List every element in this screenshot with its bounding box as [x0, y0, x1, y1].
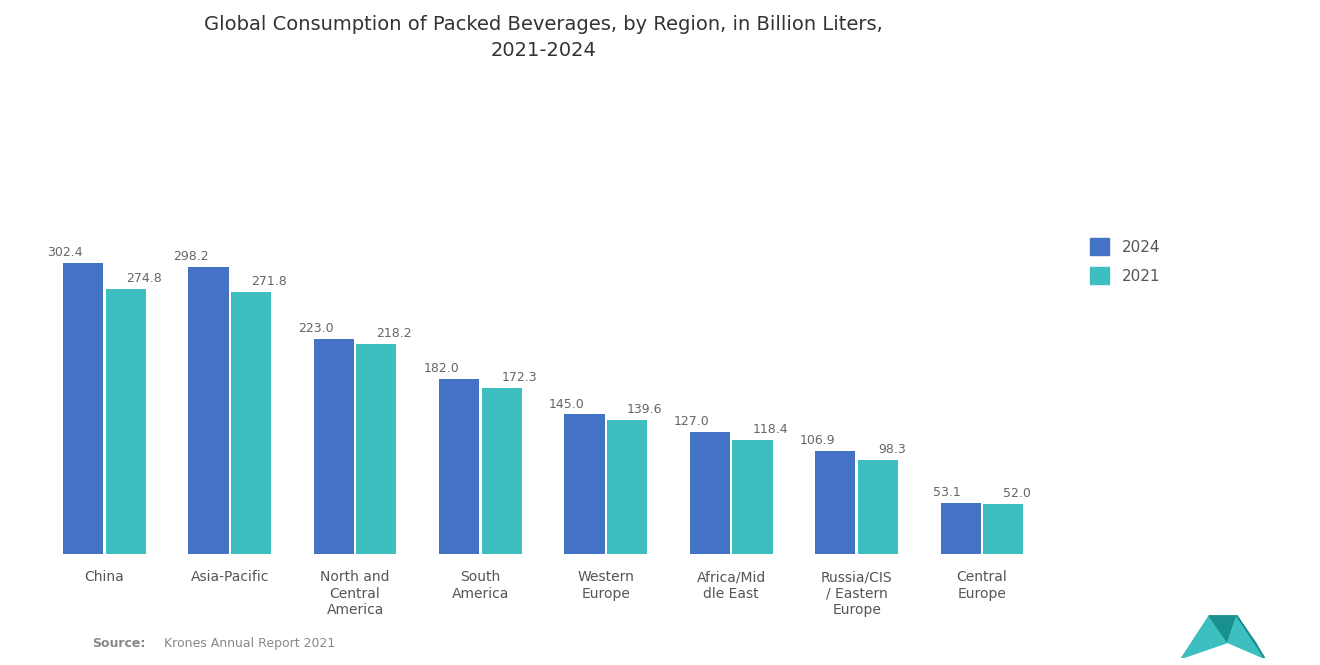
Bar — [482, 388, 521, 555]
Text: Source:: Source: — [92, 637, 145, 650]
Text: 271.8: 271.8 — [251, 275, 286, 288]
Text: 172.3: 172.3 — [502, 371, 537, 384]
Text: 223.0: 223.0 — [298, 323, 334, 335]
Text: 118.4: 118.4 — [752, 423, 788, 436]
Bar — [983, 504, 1023, 555]
Text: 145.0: 145.0 — [549, 398, 585, 410]
Text: 127.0: 127.0 — [675, 415, 710, 428]
Text: 218.2: 218.2 — [376, 327, 412, 340]
Polygon shape — [1209, 616, 1237, 642]
Bar — [690, 432, 730, 555]
Legend: 2024, 2021: 2024, 2021 — [1089, 239, 1160, 284]
Bar — [189, 267, 228, 555]
Text: 52.0: 52.0 — [1003, 487, 1031, 500]
Title: Global Consumption of Packed Beverages, by Region, in Billion Liters,
2021-2024: Global Consumption of Packed Beverages, … — [203, 15, 883, 61]
Text: 98.3: 98.3 — [878, 443, 906, 456]
Text: 298.2: 298.2 — [173, 250, 209, 263]
Text: 106.9: 106.9 — [800, 434, 836, 448]
Polygon shape — [1237, 616, 1265, 658]
Text: 274.8: 274.8 — [125, 273, 161, 285]
Text: Krones Annual Report 2021: Krones Annual Report 2021 — [156, 637, 335, 650]
Bar — [607, 420, 647, 555]
Bar — [733, 440, 772, 555]
Text: 139.6: 139.6 — [627, 403, 663, 416]
Text: 182.0: 182.0 — [424, 362, 459, 375]
Text: 53.1: 53.1 — [933, 486, 961, 499]
Bar — [440, 379, 479, 555]
Text: 302.4: 302.4 — [48, 245, 83, 259]
Bar — [231, 292, 271, 555]
Bar — [106, 289, 145, 555]
Bar — [941, 503, 981, 555]
Polygon shape — [1181, 616, 1228, 658]
Polygon shape — [1228, 616, 1265, 658]
Bar — [858, 460, 898, 555]
Bar — [356, 344, 396, 555]
Bar — [816, 452, 855, 555]
Bar — [314, 339, 354, 555]
Bar — [565, 414, 605, 555]
Bar — [63, 263, 103, 555]
